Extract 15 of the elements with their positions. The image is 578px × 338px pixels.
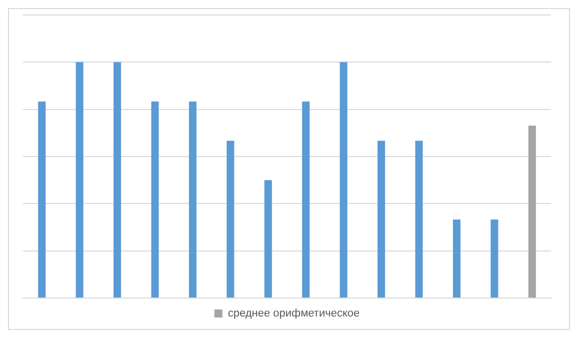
bar (528, 126, 536, 298)
bar (151, 102, 159, 298)
bar (38, 102, 46, 298)
bar (415, 140, 423, 298)
bar (188, 102, 196, 298)
bar (452, 219, 460, 298)
bar (226, 140, 234, 298)
bar (264, 180, 272, 298)
bar (340, 62, 348, 298)
bar (378, 140, 386, 298)
bar (76, 62, 84, 298)
bar (302, 102, 310, 298)
bar (490, 219, 498, 298)
legend-label: среднее орифметическое (228, 308, 360, 320)
bar (114, 62, 122, 298)
